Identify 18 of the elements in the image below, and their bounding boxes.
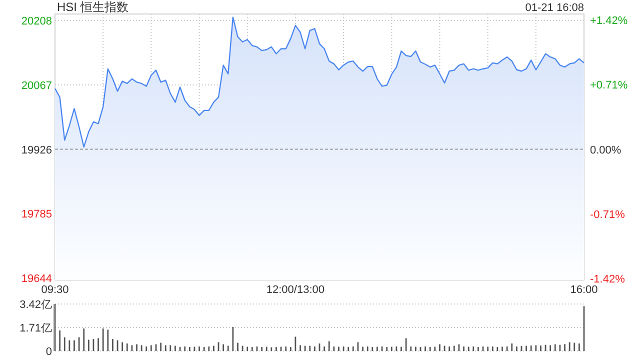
y-tick-label: 19785 bbox=[21, 208, 52, 221]
y-tick-label: 1.71亿 bbox=[20, 322, 52, 334]
y-tick-label: 19644 bbox=[21, 273, 52, 286]
y2-tick-label: -0.71% bbox=[590, 208, 626, 221]
x-tick-label: 16:00 bbox=[570, 284, 598, 296]
y2-tick-label: +1.42% bbox=[590, 15, 628, 28]
chart-title: HSI 恒生指数 bbox=[57, 0, 128, 14]
y-tick-label: 20208 bbox=[21, 15, 52, 28]
x-tick-label: 09:30 bbox=[41, 284, 69, 296]
y-tick-label: 20067 bbox=[21, 80, 52, 92]
y2-tick-label: -1.42% bbox=[590, 274, 626, 286]
y2-tick-label: +0.71% bbox=[590, 80, 628, 92]
x-tick-label: 12:00/13:00 bbox=[266, 284, 325, 296]
y-tick-label: 19926 bbox=[21, 144, 52, 156]
text: 01-21 16:08 bbox=[525, 2, 584, 14]
y-tick-label: 0 bbox=[46, 346, 52, 358]
y-tick-label: 3.42亿 bbox=[20, 299, 52, 311]
y2-tick-label: 0.00% bbox=[590, 144, 622, 156]
